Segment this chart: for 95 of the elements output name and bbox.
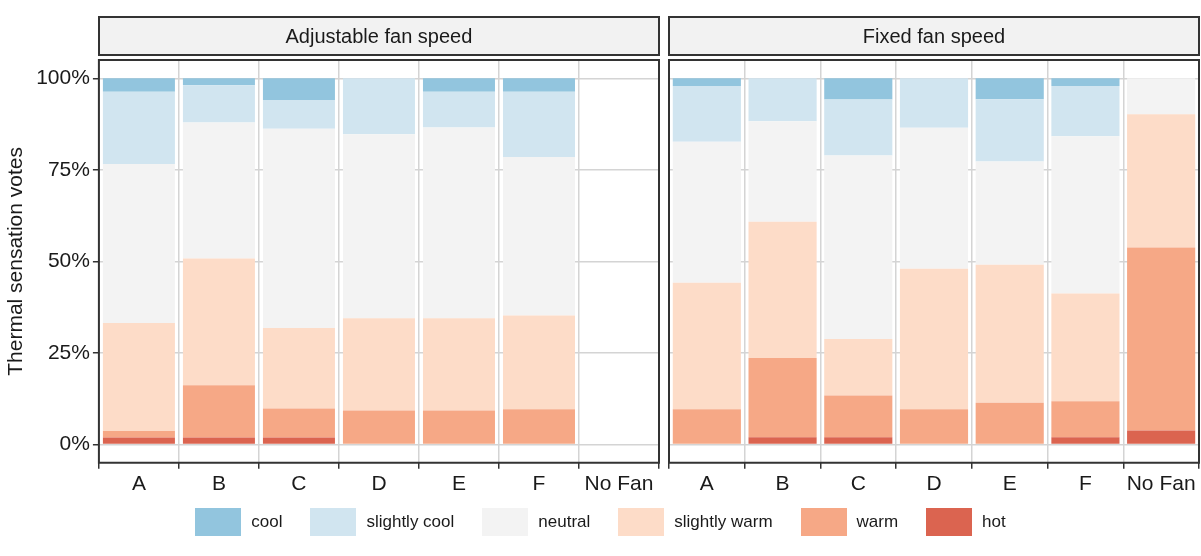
bar [342,410,415,444]
bar [182,78,255,86]
bar [342,78,415,135]
x-tick-label: C [850,471,866,495]
bar [899,78,969,128]
legend-label: slightly cool [366,512,455,532]
bar [748,221,817,359]
bar [899,127,969,269]
bar [422,318,495,411]
x-tick-label: C [291,471,307,495]
bar [422,91,495,128]
bar [672,409,741,444]
bar [102,78,175,92]
bar [824,78,893,100]
legend-label: warm [856,512,899,532]
bar [422,127,495,319]
bar [748,358,817,438]
bar [102,322,175,431]
y-tick-label: 0% [59,431,90,455]
y-tick-label: 25% [47,339,90,363]
bar [975,264,1044,403]
bar [262,78,335,100]
bar [672,86,741,142]
legend-label: slightly warm [674,512,773,532]
x-tick-label: F [1079,471,1092,495]
bar [502,91,575,158]
legend-label: neutral [538,512,591,532]
bar [502,315,575,410]
legend-label: cool [251,512,283,532]
x-tick-label: No Fan [1126,471,1196,495]
x-tick-label: D [371,471,387,495]
x-tick-label: A [131,471,146,495]
bar [1051,136,1120,294]
bar [748,121,817,222]
bar [182,385,255,438]
legend-label: hot [982,512,1006,532]
bar [824,99,893,156]
bar [1127,247,1196,431]
bar [1051,437,1120,444]
bar [824,155,893,340]
y-tick-label: 75% [47,156,90,180]
bar [102,430,175,438]
bar [502,157,575,316]
x-tick-label: E [1002,471,1017,495]
bar [1127,78,1196,115]
bar [502,409,575,444]
bar [899,409,969,444]
y-tick-label: 50% [47,248,90,272]
y-axis-title: Thermal sensation votes [3,147,27,376]
bar [824,395,893,438]
bar [975,78,1044,100]
bar [502,78,575,92]
bar [422,410,495,444]
bar [262,437,335,444]
bar [422,78,495,92]
bar [342,134,415,319]
bar [975,402,1044,444]
x-tick-label: A [699,471,714,495]
chart-title: Adjustable fan speed [97,16,660,56]
bar [262,328,335,409]
bar [672,141,741,283]
bar [899,268,969,410]
bar [1051,86,1120,137]
bar [824,437,893,444]
bar [102,437,175,444]
bar [262,99,335,129]
x-tick-label: B [211,471,226,495]
y-tick-label: 100% [36,65,90,89]
bar [182,85,255,123]
chart-title: Fixed fan speed [668,16,1200,56]
bar [262,408,335,438]
bar [748,78,817,122]
bar [182,258,255,386]
bar [102,91,175,164]
x-tick-label: E [451,471,466,495]
bar [1127,114,1196,248]
bar [672,78,741,86]
x-tick-label: No Fan [584,471,654,495]
x-tick-label: F [532,471,546,495]
bar [182,437,255,444]
bar [748,437,817,444]
bar [824,339,893,396]
bar [1051,401,1120,438]
bar [975,99,1044,162]
bar [182,122,255,259]
bar [342,318,415,411]
bar [975,161,1044,265]
bar [1051,293,1120,402]
bar [1127,430,1196,444]
bar [262,128,335,329]
x-tick-label: B [775,471,790,495]
x-tick-label: D [926,471,942,495]
bar [102,164,175,323]
bar [672,282,741,410]
bar [1051,78,1120,86]
